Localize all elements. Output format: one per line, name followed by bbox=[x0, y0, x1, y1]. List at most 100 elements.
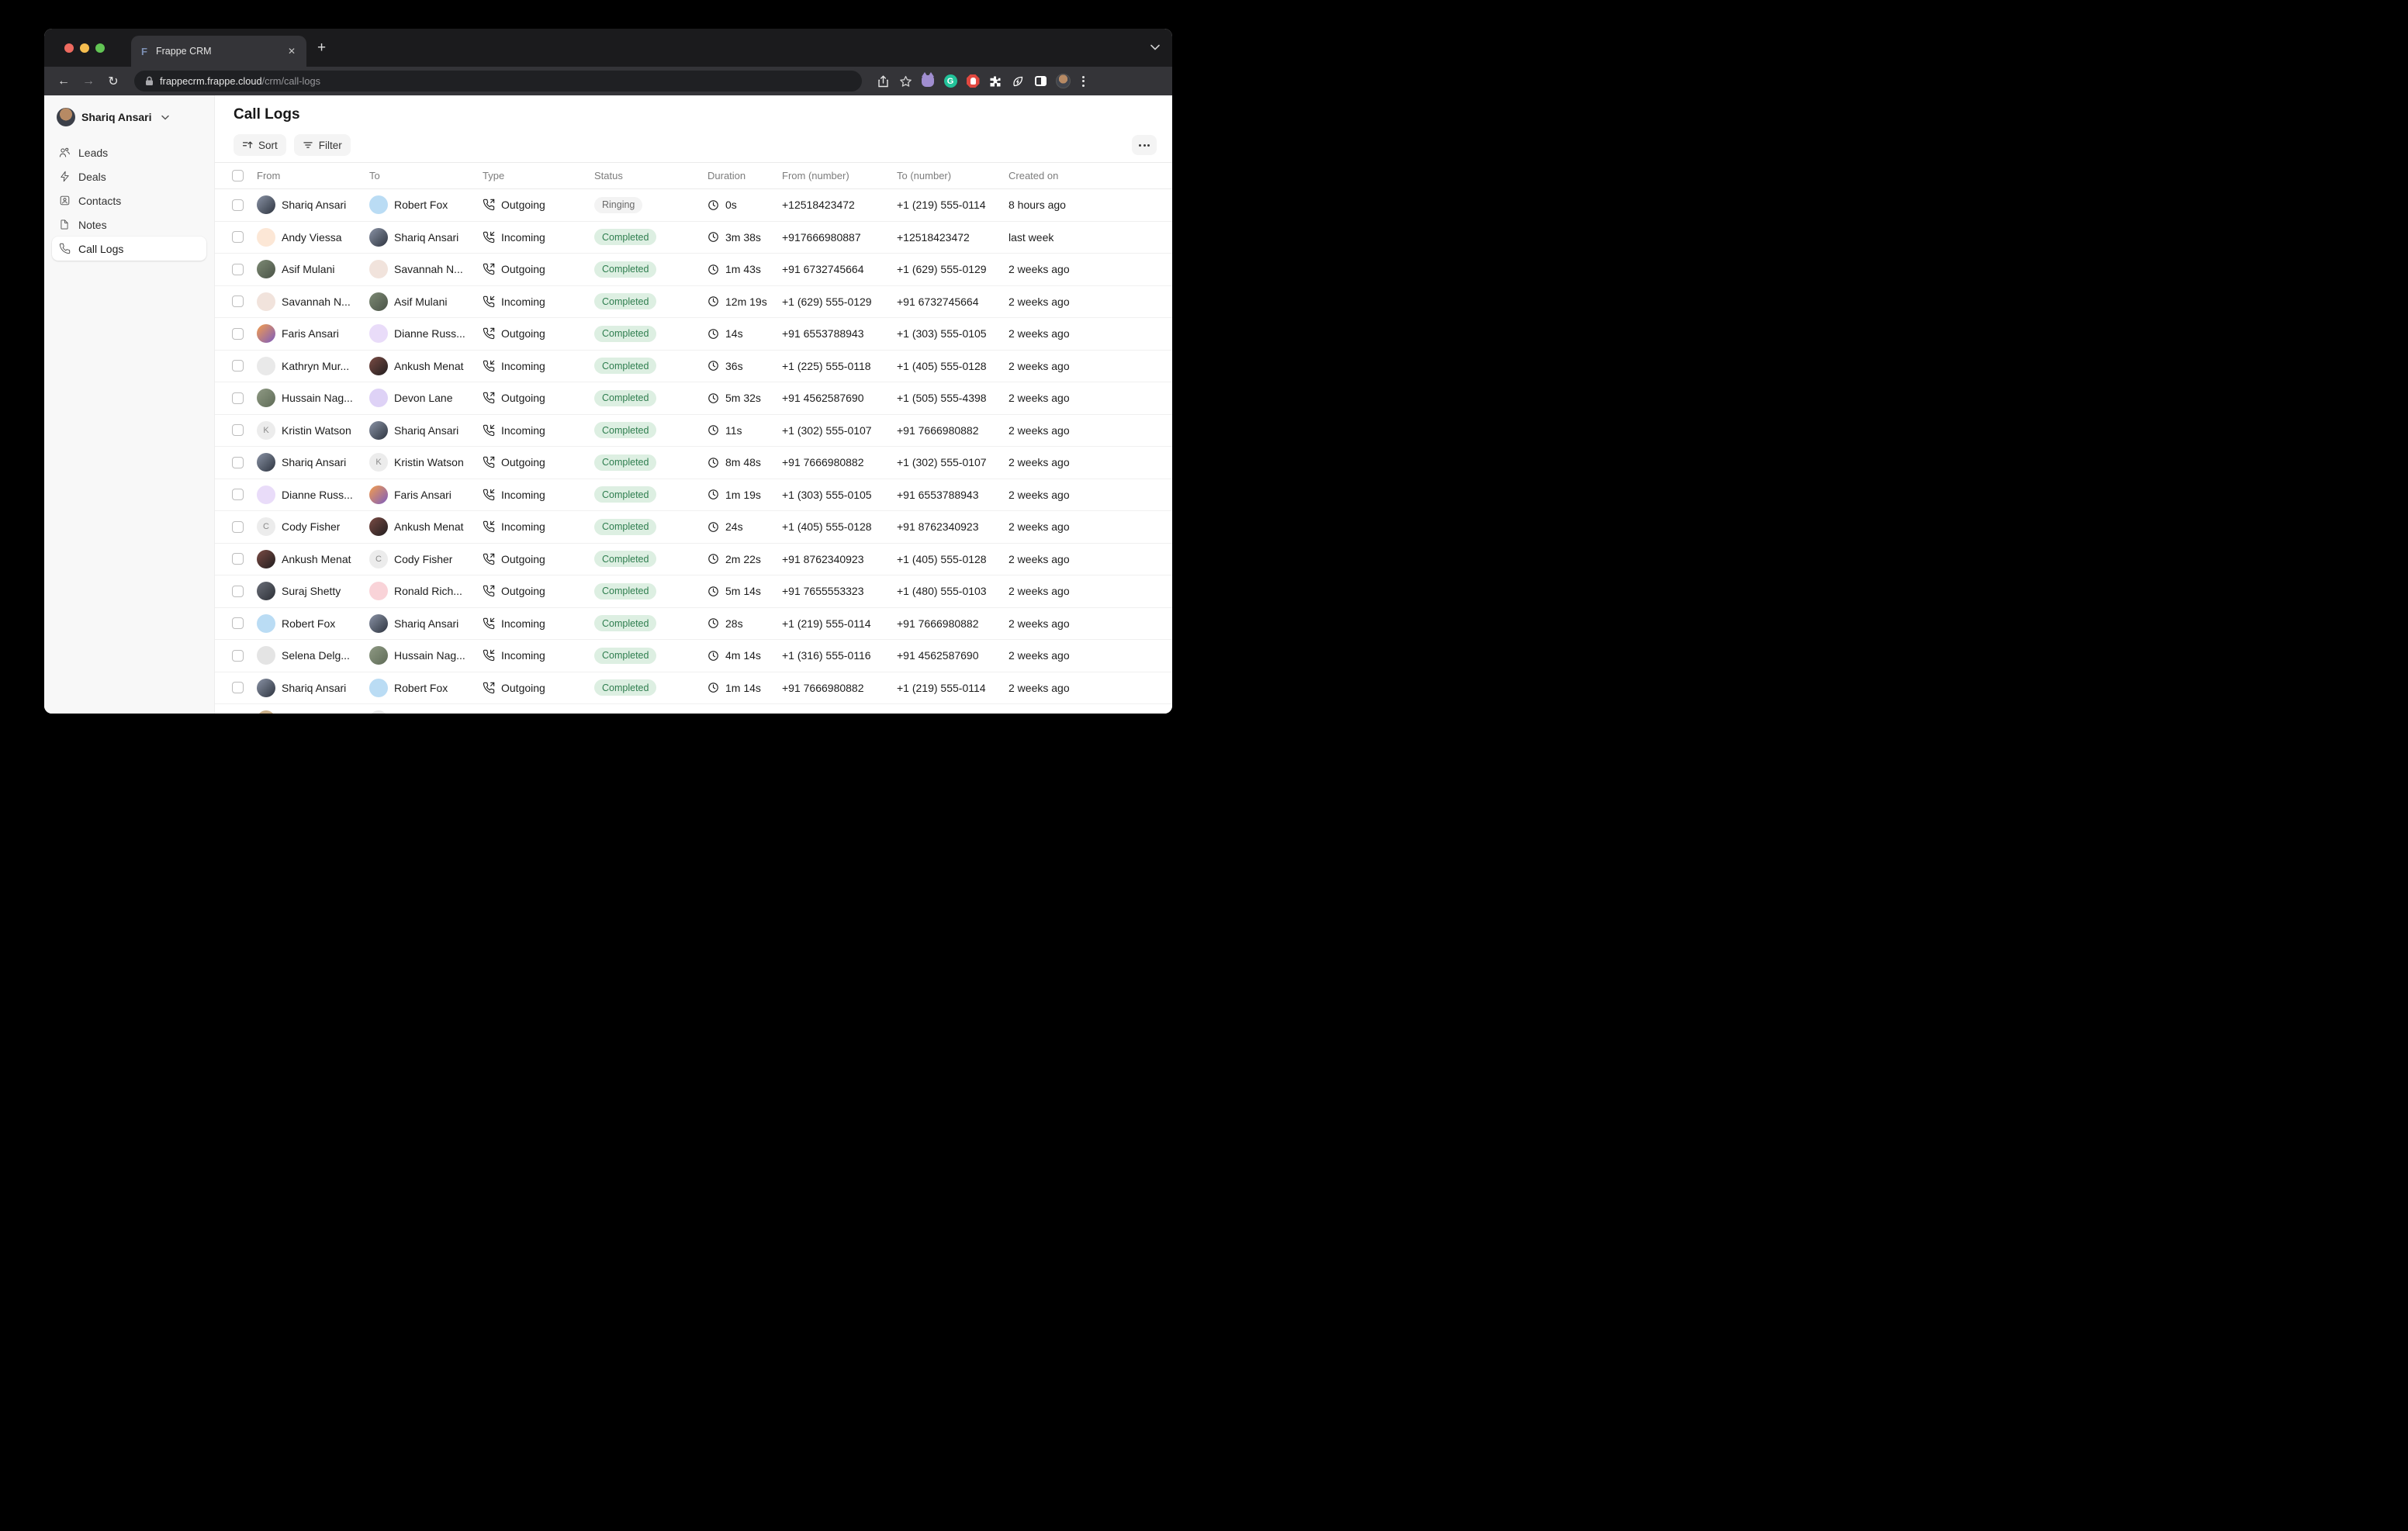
row-checkbox[interactable] bbox=[232, 392, 244, 404]
to-contact[interactable]: Savannah N... bbox=[369, 260, 483, 279]
from-contact[interactable]: Suraj Shetty bbox=[257, 582, 369, 601]
to-contact[interactable]: K Kristin Watson bbox=[369, 453, 483, 472]
row-checkbox[interactable] bbox=[232, 263, 244, 275]
to-contact[interactable]: Shariq Ansari bbox=[369, 227, 483, 247]
github-extension-icon[interactable] bbox=[921, 72, 935, 88]
to-contact[interactable]: Shariq Ansari bbox=[369, 613, 483, 633]
from-contact[interactable]: Shariq Ansari bbox=[257, 453, 369, 472]
to-contact[interactable]: Dianne Russ... bbox=[369, 324, 483, 344]
new-tab-button[interactable]: + bbox=[317, 40, 327, 56]
to-contact[interactable]: Hussain Nag... bbox=[369, 646, 483, 665]
from-contact[interactable]: Hussain Nag... bbox=[257, 389, 369, 408]
column-header-duration[interactable]: Duration bbox=[708, 170, 746, 181]
table-row[interactable]: Kathryn Mur... Ankush Menat Incoming Com… bbox=[215, 351, 1172, 382]
row-checkbox[interactable] bbox=[232, 360, 244, 372]
filter-button[interactable]: Filter bbox=[293, 134, 351, 156]
column-header-from[interactable]: From bbox=[257, 170, 281, 181]
row-checkbox[interactable] bbox=[232, 682, 244, 694]
column-header-to-number[interactable]: To (number) bbox=[897, 170, 952, 181]
to-contact[interactable]: Robert Fox bbox=[369, 195, 483, 215]
table-row[interactable]: Suraj Shetty Ronald Rich... Outgoing Com… bbox=[215, 575, 1172, 608]
from-contact[interactable]: Andy Viessa bbox=[257, 227, 369, 247]
browser-profile-avatar[interactable] bbox=[1056, 74, 1071, 88]
grammarly-extension-icon[interactable]: G bbox=[943, 74, 957, 88]
browser-tab[interactable]: F Frappe CRM ✕ bbox=[131, 36, 306, 67]
to-contact[interactable]: C Cody Fisher bbox=[369, 549, 483, 569]
sidebar-item-contacts[interactable]: Contacts bbox=[52, 188, 206, 213]
more-options-button[interactable] bbox=[1132, 135, 1157, 155]
row-checkbox[interactable] bbox=[232, 585, 244, 597]
adblock-extension-icon[interactable] bbox=[966, 74, 980, 88]
row-checkbox[interactable] bbox=[232, 295, 244, 308]
row-checkbox[interactable] bbox=[232, 424, 244, 437]
sort-button[interactable]: Sort bbox=[234, 134, 286, 156]
column-header-type[interactable]: Type bbox=[483, 170, 505, 181]
from-contact[interactable]: Dianne Russ... bbox=[257, 485, 369, 504]
table-row[interactable]: Dianne Russ... Faris Ansari Incoming Com… bbox=[215, 479, 1172, 511]
from-contact[interactable]: K Kristin Watson bbox=[257, 420, 369, 440]
row-checkbox[interactable] bbox=[232, 489, 244, 501]
table-row[interactable]: C Cody Fisher Ankush Menat Incoming Comp… bbox=[215, 511, 1172, 544]
bookmark-star-icon[interactable] bbox=[898, 74, 912, 88]
table-row[interactable]: Shariq Ansari Robert Fox Outgoing Ringin… bbox=[215, 189, 1172, 222]
from-contact[interactable]: Selena Delg... bbox=[257, 646, 369, 665]
column-header-status[interactable]: Status bbox=[594, 170, 623, 181]
reload-button[interactable]: ↻ bbox=[108, 74, 119, 88]
row-checkbox[interactable] bbox=[232, 553, 244, 565]
row-checkbox[interactable] bbox=[232, 327, 244, 340]
to-contact[interactable]: Faris Ansari bbox=[369, 485, 483, 504]
from-contact[interactable] bbox=[257, 710, 369, 714]
table-row[interactable]: Asif Mulani Savannah N... Outgoing Compl… bbox=[215, 254, 1172, 286]
minimize-window-button[interactable] bbox=[80, 43, 89, 53]
from-contact[interactable]: Savannah N... bbox=[257, 292, 369, 311]
row-checkbox[interactable] bbox=[232, 456, 244, 468]
sidebar-toggle-icon[interactable] bbox=[1033, 74, 1047, 88]
back-button[interactable]: ← bbox=[57, 74, 70, 88]
from-contact[interactable]: Faris Ansari bbox=[257, 324, 369, 344]
share-icon[interactable] bbox=[876, 74, 890, 88]
tab-search-chevron-icon[interactable] bbox=[1150, 44, 1160, 50]
table-row[interactable]: Shariq Ansari K Kristin Watson Outgoing … bbox=[215, 447, 1172, 479]
column-header-from-number[interactable]: From (number) bbox=[782, 170, 849, 181]
user-menu[interactable]: Shariq Ansari bbox=[52, 108, 206, 126]
from-contact[interactable]: Shariq Ansari bbox=[257, 678, 369, 697]
from-contact[interactable]: Shariq Ansari bbox=[257, 195, 369, 215]
from-contact[interactable]: Ankush Menat bbox=[257, 549, 369, 569]
sidebar-item-deals[interactable]: Deals bbox=[52, 164, 206, 188]
table-row[interactable]: Faris Ansari Dianne Russ... Outgoing Com… bbox=[215, 318, 1172, 351]
to-contact[interactable]: Ronald Rich... bbox=[369, 582, 483, 601]
to-contact[interactable]: Asif Mulani bbox=[369, 292, 483, 311]
sidebar-item-leads[interactable]: Leads bbox=[52, 140, 206, 164]
close-window-button[interactable] bbox=[64, 43, 74, 53]
column-header-to[interactable]: To bbox=[369, 170, 380, 181]
sidebar-item-call-logs[interactable]: Call Logs bbox=[52, 237, 206, 261]
url-bar[interactable]: frappecrm.frappe.cloud/crm/call-logs bbox=[134, 71, 862, 92]
table-row[interactable]: Selena Delg... Hussain Nag... Incoming C… bbox=[215, 640, 1172, 672]
tab-close-icon[interactable]: ✕ bbox=[287, 46, 296, 57]
leaf-extension-icon[interactable] bbox=[1011, 74, 1025, 88]
table-row[interactable]: Ankush Menat C Cody Fisher Outgoing Comp… bbox=[215, 544, 1172, 575]
row-checkbox[interactable] bbox=[232, 617, 244, 630]
row-checkbox[interactable] bbox=[232, 199, 244, 211]
table-row[interactable] bbox=[215, 704, 1172, 714]
from-contact[interactable]: Asif Mulani bbox=[257, 260, 369, 279]
forward-button[interactable]: → bbox=[82, 74, 95, 88]
to-contact[interactable]: Ankush Menat bbox=[369, 517, 483, 537]
maximize-window-button[interactable] bbox=[95, 43, 105, 53]
row-checkbox[interactable] bbox=[232, 231, 244, 244]
sidebar-item-notes[interactable]: Notes bbox=[52, 213, 206, 237]
table-row[interactable]: Robert Fox Shariq Ansari Incoming Comple… bbox=[215, 608, 1172, 640]
table-row[interactable]: Andy Viessa Shariq Ansari Incoming Compl… bbox=[215, 222, 1172, 254]
table-row[interactable]: Hussain Nag... Devon Lane Outgoing Compl… bbox=[215, 382, 1172, 415]
table-row[interactable]: K Kristin Watson Shariq Ansari Incoming … bbox=[215, 415, 1172, 447]
browser-menu-icon[interactable] bbox=[1079, 75, 1088, 87]
to-contact[interactable]: Devon Lane bbox=[369, 389, 483, 408]
row-checkbox[interactable] bbox=[232, 520, 244, 533]
to-contact[interactable]: Shariq Ansari bbox=[369, 420, 483, 440]
row-checkbox[interactable] bbox=[232, 649, 244, 662]
extensions-puzzle-icon[interactable] bbox=[988, 74, 1002, 88]
from-contact[interactable]: Robert Fox bbox=[257, 613, 369, 633]
to-contact[interactable]: Robert Fox bbox=[369, 678, 483, 697]
to-contact[interactable]: Ankush Menat bbox=[369, 356, 483, 375]
column-header-created-on[interactable]: Created on bbox=[1009, 170, 1059, 181]
